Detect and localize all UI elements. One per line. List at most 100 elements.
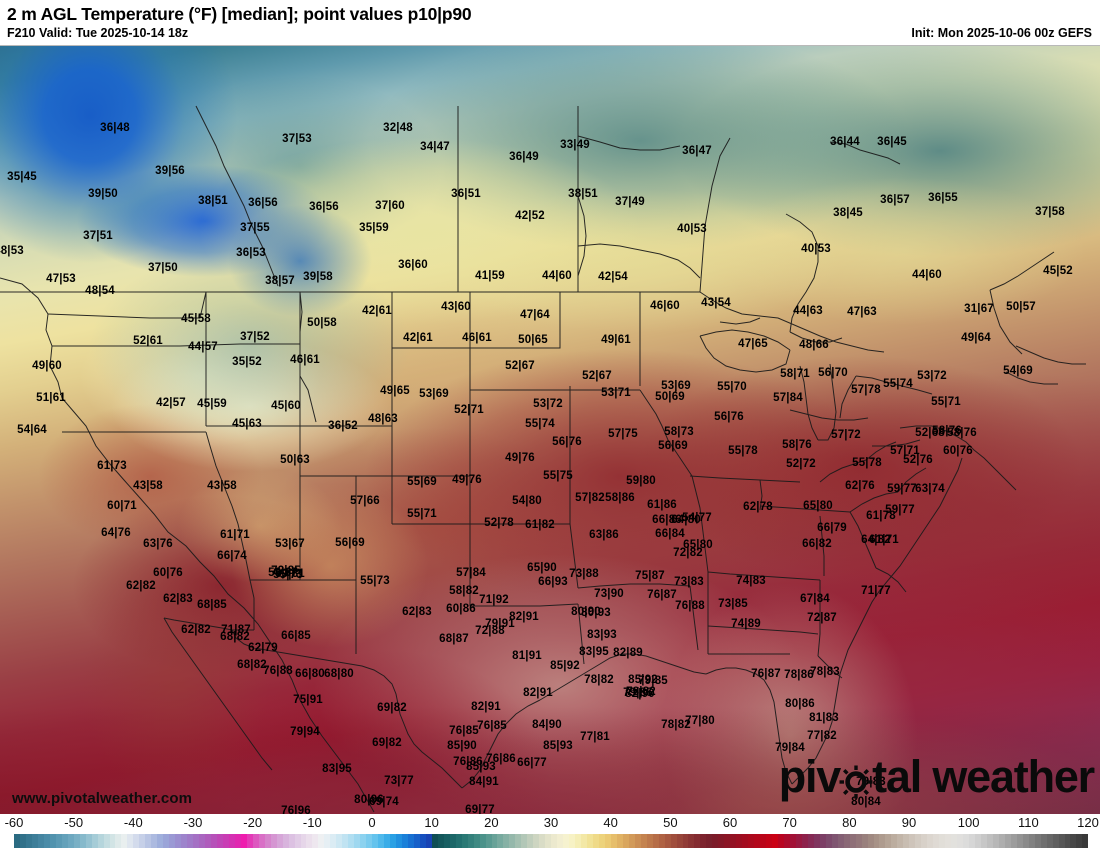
colorbar-swatch [425, 834, 432, 848]
point-value-label: 83|93 [587, 629, 617, 641]
colorbar[interactable]: -60 -50 -40 -30 -20 -10 0 10 20 30 40 50 60 70 80 90 100… [0, 814, 1100, 850]
colorbar-swatch [181, 834, 188, 848]
colorbar-swatch [742, 834, 749, 848]
colorbar-swatch [139, 834, 146, 848]
point-value-label: 55|71 [931, 396, 961, 408]
point-value-label: 57|66 [350, 495, 380, 507]
point-value-label: 61|71 [220, 529, 250, 541]
point-value-label: 44|57 [188, 341, 218, 353]
point-value-label: 37|52 [240, 331, 270, 343]
point-value-label: 36|51 [451, 188, 481, 200]
point-value-label: 35|59 [359, 222, 389, 234]
point-value-label: 45|58 [181, 313, 211, 325]
point-value-label: 76|87 [647, 589, 677, 601]
colorbar-swatch [407, 834, 414, 848]
point-value-label: 85|90 [447, 740, 477, 752]
point-value-label: 53|69 [419, 388, 449, 400]
point-value-label: 37|50 [148, 262, 178, 274]
colorbar-swatch [951, 834, 958, 848]
point-value-label: 51|61 [36, 392, 66, 404]
colorbar-swatch [974, 834, 981, 848]
point-value-label: 38|57 [265, 275, 295, 287]
point-value-label: 68|87 [439, 633, 469, 645]
colorbar-swatch [694, 834, 701, 848]
point-value-label: 82|91 [509, 611, 539, 623]
header-divider [0, 45, 1100, 46]
point-value-label: 60|76 [153, 567, 183, 579]
colorbar-swatch [1040, 834, 1047, 848]
point-value-label: 55|73 [273, 569, 303, 581]
point-value-label: 49|76 [505, 452, 535, 464]
point-value-label: 77|82 [807, 730, 837, 742]
colorbar-swatch [622, 834, 629, 848]
temperature-map[interactable]: 36|48 37|53 35|45 39|56 39|50 38|51 36|56 36|56… [0, 46, 1100, 814]
point-value-label: 56|70 [818, 367, 848, 379]
point-value-label: 57|84 [773, 392, 803, 404]
colorbar-tick: 80 [842, 815, 857, 830]
point-value-label: 37|51 [83, 230, 113, 242]
colorbar-swatch [133, 834, 140, 848]
init-time-label: Init: Mon 2025-10-06 00z GEFS [911, 26, 1092, 40]
point-value-label: 82|91 [523, 687, 553, 699]
colorbar-swatch [246, 834, 253, 848]
colorbar-tick: -20 [243, 815, 263, 830]
colorbar-swatch [933, 834, 940, 848]
colorbar-swatch [783, 834, 790, 848]
point-value-label: 44|63 [793, 305, 823, 317]
point-value-label: 49|60 [32, 360, 62, 372]
point-value-label: 58|76 [782, 439, 812, 451]
point-value-label: 62|79 [248, 642, 278, 654]
colorbar-swatch [676, 834, 683, 848]
colorbar-swatch [855, 834, 862, 848]
point-value-label: 57|72 [831, 429, 861, 441]
colorbar-swatch [25, 834, 32, 848]
point-value-label: 39|50 [88, 188, 118, 200]
colorbar-swatch [915, 834, 922, 848]
point-value-label: 46|61 [462, 332, 492, 344]
colorbar-swatch [491, 834, 498, 848]
colorbar-swatch [969, 834, 975, 848]
colorbar-swatch [449, 834, 456, 848]
point-value-label: 50|58 [307, 317, 337, 329]
point-value-label: 78|83 [810, 666, 840, 678]
point-value-label: 52|76 [903, 454, 933, 466]
colorbar-swatch [754, 834, 761, 848]
point-value-label: 54|64 [17, 424, 47, 436]
point-value-label: 48|54 [85, 285, 115, 297]
point-value-label: 53|67 [268, 567, 298, 579]
colorbar-swatch [1052, 834, 1059, 848]
point-value-label: 52|67 [505, 360, 535, 372]
colorbar-swatch [497, 834, 504, 848]
point-value-label: 58|82 [449, 585, 479, 597]
point-value-label: 65|90 [527, 562, 557, 574]
point-value-label: 67|84 [800, 593, 830, 605]
colorbar-swatch [879, 834, 886, 848]
colorbar-swatch [521, 834, 528, 848]
point-value-label: 85|93 [543, 740, 573, 752]
page-title: 2 m AGL Temperature (°F) [median]; point… [7, 4, 472, 24]
point-value-label: 72|82 [673, 547, 703, 559]
colorbar-swatch [873, 834, 880, 848]
colorbar-swatch [634, 834, 641, 848]
point-value-label: 53|69 [661, 380, 691, 392]
point-value-label: 72|88 [475, 625, 505, 637]
colorbar-swatch [270, 834, 277, 848]
point-value-label: 31|67 [964, 303, 994, 315]
colorbar-swatch [37, 834, 44, 848]
point-value-label: 50|57 [1006, 301, 1036, 313]
colorbar-swatch [210, 834, 217, 848]
colorbar-swatch [318, 834, 325, 848]
point-value-label: 76|86 [453, 756, 483, 768]
point-value-label: 52|61 [133, 335, 163, 347]
point-value-label: 64|82 [861, 534, 891, 546]
colorbar-swatch [479, 834, 486, 848]
point-value-label: 36|49 [509, 151, 539, 163]
point-value-label: 53|67 [275, 538, 305, 550]
colorbar-swatch [348, 834, 355, 848]
colorbar-swatch [85, 834, 92, 848]
colorbar-swatch [461, 834, 468, 848]
point-value-label: 50|63 [280, 454, 310, 466]
valid-time-label: F210 Valid: Tue 2025-10-14 18z [7, 26, 189, 40]
colorbar-swatch [234, 834, 241, 848]
colorbar-tick: 50 [663, 815, 678, 830]
